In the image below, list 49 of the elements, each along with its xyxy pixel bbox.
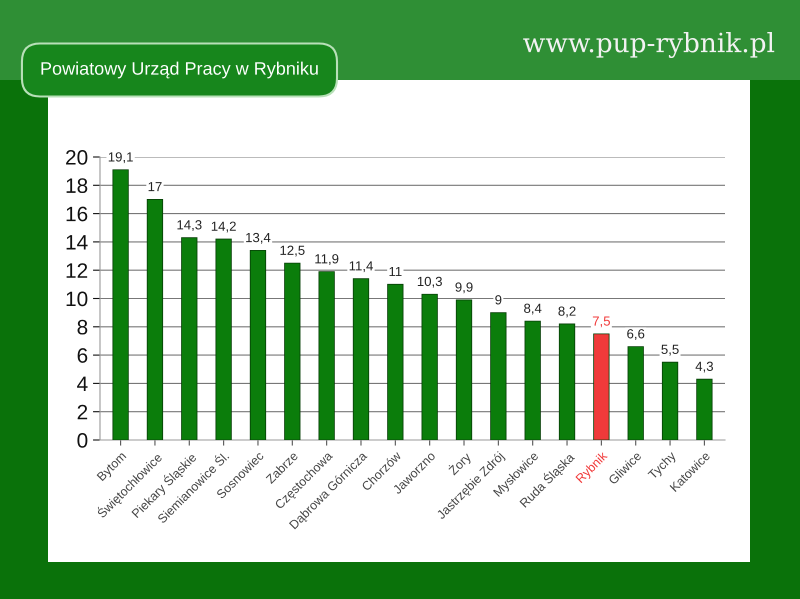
bar xyxy=(696,378,713,440)
data-label: 7,5 xyxy=(592,316,610,328)
data-label: 6,6 xyxy=(627,329,644,340)
data-label: 5,5 xyxy=(661,344,679,356)
data-label: 17 xyxy=(148,182,162,192)
data-label: 12,5 xyxy=(280,246,305,257)
text: www.pup-rybnik.pl xyxy=(523,32,774,58)
data-label: 11 xyxy=(389,266,402,276)
bar xyxy=(284,262,300,440)
bar xyxy=(456,299,472,440)
bar xyxy=(558,324,576,440)
bar xyxy=(387,284,404,440)
data-label: 14,3 xyxy=(177,220,202,232)
bar xyxy=(215,238,232,440)
y-tick-label: 10 xyxy=(66,292,88,306)
y-tick-label: 0 xyxy=(77,433,88,448)
y-tick-label: 4 xyxy=(77,376,88,391)
data-label: 11,4 xyxy=(350,261,373,272)
y-tick-label: 20 xyxy=(66,150,88,165)
data-label: 13,4 xyxy=(246,232,270,244)
data-label: 9,9 xyxy=(455,282,473,294)
y-tick-label: 12 xyxy=(66,263,88,278)
data-label: 9 xyxy=(495,295,502,304)
y-tick-label: 6 xyxy=(78,348,88,363)
y-tick-label: 18 xyxy=(66,178,88,194)
chart-title: Powiatowy Urząd Pracy w Rybniku xyxy=(41,62,318,78)
data-label: 14,2 xyxy=(212,222,236,232)
data-label: 11,9 xyxy=(315,254,338,266)
bar xyxy=(112,169,129,440)
bar xyxy=(181,237,198,440)
data-label: 8,4 xyxy=(524,304,542,315)
bar xyxy=(352,278,370,440)
y-tick-label: 14 xyxy=(66,235,88,250)
bar xyxy=(318,271,335,440)
data-label: 8,2 xyxy=(558,306,576,318)
bar xyxy=(662,362,678,440)
data-label: 4,3 xyxy=(696,362,713,373)
y-tick-label: 2 xyxy=(78,404,88,420)
bar xyxy=(524,320,541,440)
data-label: 19,1 xyxy=(108,152,133,164)
bar xyxy=(490,312,506,440)
y-tick-label: 16 xyxy=(66,206,88,222)
data-label: 10,3 xyxy=(418,276,442,288)
y-tick-label: 8 xyxy=(78,320,88,335)
bar xyxy=(146,199,164,440)
bar xyxy=(422,294,438,440)
bar xyxy=(628,346,644,440)
bar xyxy=(250,250,266,440)
bar xyxy=(593,333,610,440)
